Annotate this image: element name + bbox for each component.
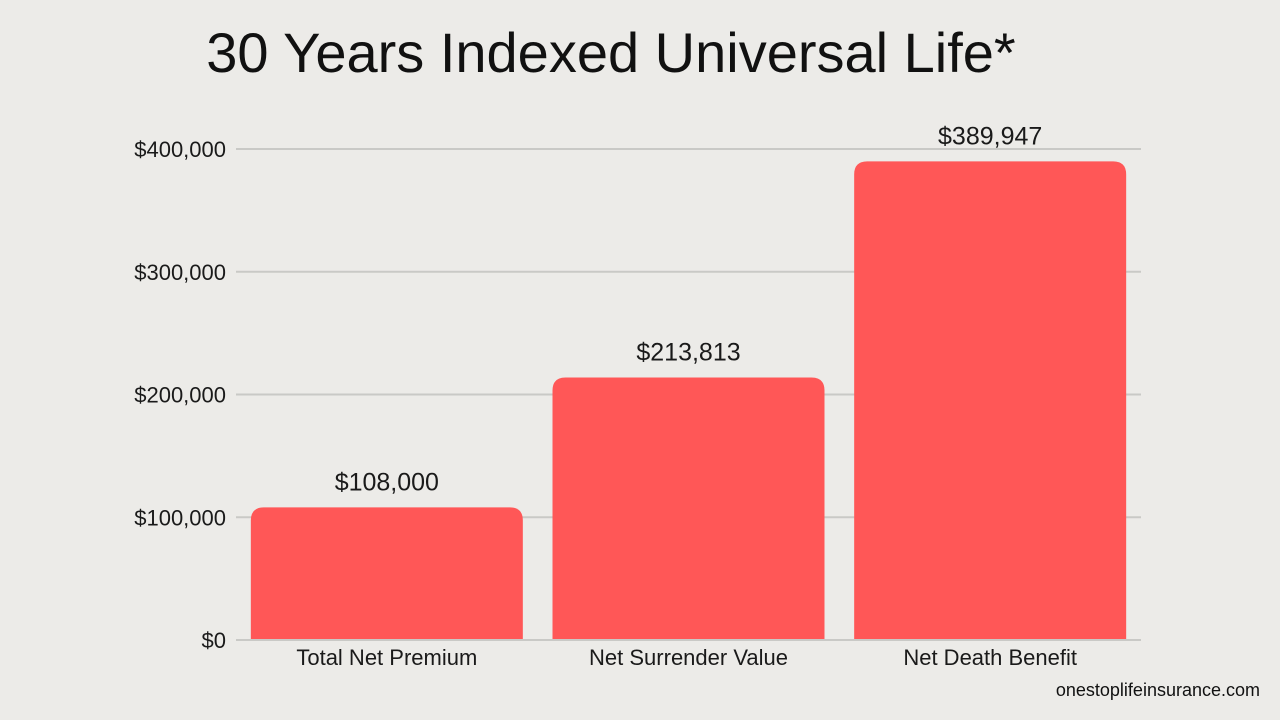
y-tick-label: $0	[202, 628, 226, 653]
bar	[854, 161, 1127, 640]
bar-value-label: $213,813	[636, 339, 740, 367]
y-tick-label: $300,000	[134, 260, 226, 285]
y-tick-label: $100,000	[134, 505, 226, 530]
x-tick-label: Total Net Premium	[296, 645, 477, 670]
bar-value-label: $389,947	[938, 122, 1042, 150]
bar-value-label: $108,000	[335, 468, 439, 496]
footer-credit: onestoplifeinsurance.com	[1055, 680, 1260, 700]
y-tick-label: $200,000	[134, 383, 226, 408]
x-tick-label: Net Surrender Value	[589, 645, 788, 670]
x-tick-label: Net Death Benefit	[903, 645, 1077, 670]
y-tick-label: $400,000	[134, 137, 226, 162]
chart-title: 30 Years Indexed Universal Life*	[206, 21, 1016, 84]
bar	[552, 377, 825, 640]
bar	[250, 507, 523, 640]
